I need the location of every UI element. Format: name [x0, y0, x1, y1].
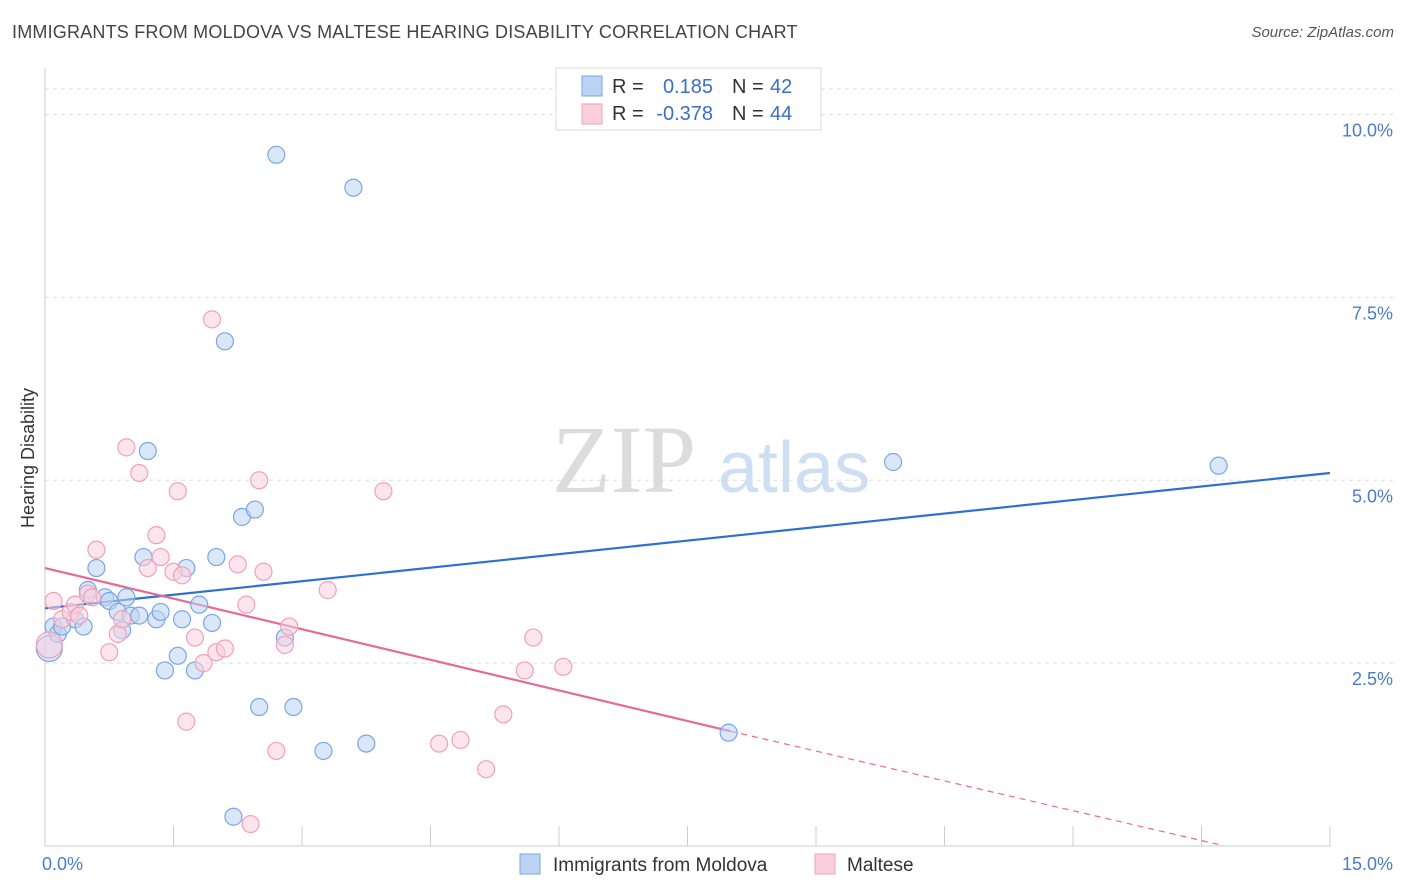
- legend-n-label-moldova: N =: [732, 76, 764, 98]
- chart-title: IMMIGRANTS FROM MOLDOVA VS MALTESE HEARI…: [12, 22, 798, 42]
- data-point-maltese: [138, 558, 157, 578]
- data-point-moldova: [202, 613, 222, 633]
- data-point-maltese: [494, 705, 513, 724]
- y-axis-title: Hearing Disability: [18, 388, 38, 528]
- data-point-moldova: [1209, 456, 1228, 475]
- data-point-moldova: [267, 145, 286, 164]
- trend-line-0: [44, 471, 1331, 610]
- data-point-moldova: [151, 602, 170, 622]
- data-point-maltese: [554, 657, 573, 676]
- data-point-moldova: [357, 734, 376, 753]
- y-tick-labels: 2.5% 5.0% 7.5% 10.0%: [1342, 121, 1393, 690]
- y-tick-label: 2.5%: [1352, 669, 1393, 689]
- series-legend-label-maltese: Maltese: [847, 855, 914, 876]
- data-point-maltese: [254, 562, 273, 581]
- data-point-maltese: [168, 482, 187, 501]
- data-point-maltese: [477, 760, 496, 779]
- data-point-maltese: [318, 580, 337, 600]
- legend-n-label-maltese: N =: [732, 103, 764, 125]
- data-point-maltese: [215, 639, 234, 658]
- trend-lines: [44, 471, 1331, 846]
- data-point-maltese: [451, 730, 470, 750]
- data-point-maltese: [185, 628, 205, 647]
- data-point-moldova: [168, 646, 187, 665]
- data-point-maltese: [147, 526, 166, 545]
- data-point-maltese: [70, 606, 89, 625]
- x-tick-label-min: 0.0%: [42, 854, 83, 874]
- data-point-maltese: [237, 595, 256, 614]
- legend-n-value-maltese: 44: [770, 103, 792, 125]
- legend-swatch-moldova: [581, 75, 603, 97]
- y-tick-label: 5.0%: [1352, 486, 1393, 506]
- data-point-maltese: [280, 617, 299, 636]
- legend-r-value-moldova: 0.185: [663, 76, 713, 98]
- x-tick-label-max: 15.0%: [1342, 854, 1393, 874]
- x-ticks: [173, 826, 1331, 846]
- data-point-maltese: [172, 566, 192, 585]
- legend-swatch-maltese: [581, 103, 603, 125]
- data-point-maltese: [44, 591, 63, 611]
- data-point-moldova: [719, 723, 738, 742]
- data-point-maltese: [374, 482, 393, 501]
- data-point-maltese: [194, 654, 213, 673]
- series-legend: Immigrants from Moldova Maltese: [519, 853, 914, 876]
- data-point-maltese: [241, 814, 260, 834]
- data-point-maltese: [267, 741, 286, 761]
- data-point-moldova: [130, 606, 149, 625]
- watermark-atlas: atlas: [718, 428, 870, 508]
- data-point-moldova: [245, 500, 264, 519]
- data-point-maltese: [112, 610, 132, 629]
- data-point-moldova: [344, 178, 363, 197]
- data-point-maltese: [202, 310, 222, 329]
- data-point-maltese: [35, 631, 63, 659]
- data-point-maltese: [250, 471, 269, 490]
- data-point-maltese: [228, 555, 247, 574]
- watermark-zip: ZIP: [552, 406, 696, 513]
- data-point-maltese: [524, 628, 543, 647]
- y-tick-label: 10.0%: [1342, 121, 1393, 141]
- legend-r-label-moldova: R =: [612, 76, 644, 98]
- data-point-moldova: [138, 441, 157, 461]
- legend-r-value-maltese: -0.378: [656, 103, 713, 125]
- data-point-moldova: [215, 332, 234, 351]
- data-point-maltese: [130, 463, 149, 483]
- data-point-moldova: [224, 807, 243, 826]
- data-point-moldova: [284, 697, 303, 717]
- data-point-maltese: [429, 734, 449, 753]
- data-point-moldova: [87, 558, 106, 578]
- data-point-maltese: [177, 712, 196, 731]
- data-point-moldova: [250, 697, 269, 717]
- data-point-maltese: [117, 438, 136, 457]
- data-point-maltese: [151, 547, 170, 567]
- trend-line-1: [44, 566, 731, 733]
- stats-legend: R = 0.185 N = 42 R = -0.378 N = 44: [555, 67, 822, 131]
- data-point-maltese: [515, 661, 534, 680]
- data-point-moldova: [190, 595, 209, 614]
- data-point-moldova: [883, 452, 903, 472]
- series-legend-swatch-maltese: [814, 853, 836, 875]
- data-point-moldova: [117, 588, 136, 607]
- y-tick-label: 7.5%: [1352, 303, 1393, 323]
- source-label: Source: ZipAtlas.com: [1251, 24, 1394, 41]
- data-points: [35, 145, 1228, 834]
- data-point-maltese: [100, 643, 119, 662]
- data-point-maltese: [87, 540, 106, 559]
- data-point-moldova: [172, 610, 192, 629]
- data-point-maltese: [275, 635, 294, 654]
- legend-n-value-moldova: 42: [770, 76, 792, 98]
- data-point-maltese: [83, 588, 102, 607]
- series-legend-swatch-moldova: [519, 853, 541, 875]
- trend-line-extension-1: [730, 730, 1219, 846]
- series-legend-label-moldova: Immigrants from Moldova: [553, 855, 768, 876]
- data-point-moldova: [155, 661, 175, 680]
- grid-lines: [45, 88, 1393, 664]
- data-point-moldova: [207, 547, 226, 567]
- legend-r-label-maltese: R =: [612, 103, 644, 125]
- data-point-moldova: [314, 741, 333, 761]
